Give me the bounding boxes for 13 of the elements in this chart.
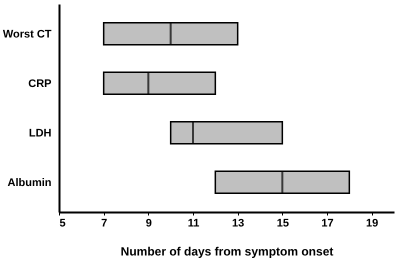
y-tick-label: Worst CT [2,28,52,40]
x-tick-label: 7 [101,218,108,230]
x-tick-label: 15 [276,218,289,230]
x-tick-label: 9 [146,218,152,230]
x-tick-label: 17 [321,218,334,230]
x-tick-label: 11 [188,218,200,230]
y-tick-label: Albumin [8,176,52,189]
x-tick-label: 19 [366,218,378,230]
y-tick-label: LDH [28,127,52,140]
x-axis-title: Number of days from symptom onset [120,244,334,258]
x-tick-label: 13 [232,218,244,230]
y-tick-label: CRP [28,78,52,90]
x-tick-label: 5 [60,218,66,230]
